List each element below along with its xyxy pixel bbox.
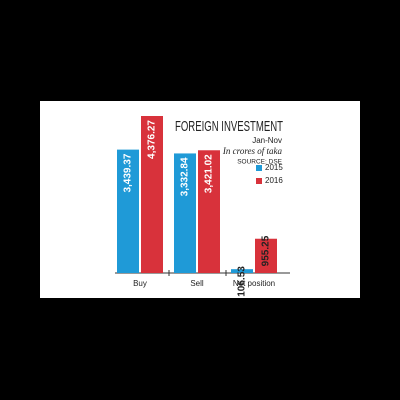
unit-note: In crores of taka bbox=[222, 146, 283, 156]
bar bbox=[117, 149, 139, 273]
bar bbox=[255, 238, 277, 273]
legend-label: 2016 bbox=[265, 176, 283, 185]
value-label: 4,376.27 bbox=[147, 120, 158, 159]
bar bbox=[174, 153, 196, 273]
x-tick-label: Net position bbox=[233, 279, 275, 288]
value-label: 106.53 bbox=[237, 266, 248, 297]
value-label: 3,332.84 bbox=[180, 157, 191, 196]
legend-swatch bbox=[256, 178, 262, 184]
value-label: 3,439.37 bbox=[123, 153, 134, 192]
chart-title: FOREIGN INVESTMENT bbox=[175, 118, 283, 135]
chart-subtitle: Jan-Nov bbox=[252, 136, 282, 145]
source: SOURCE: DSE bbox=[237, 159, 282, 166]
value-label: 3,421.02 bbox=[204, 154, 215, 193]
value-label: 955.25 bbox=[261, 235, 272, 266]
x-tick-label: Buy bbox=[133, 279, 147, 288]
x-tick-label: Sell bbox=[190, 279, 204, 288]
bar bbox=[141, 116, 163, 273]
bar bbox=[231, 269, 253, 273]
legend-swatch bbox=[256, 165, 262, 171]
bar bbox=[198, 150, 220, 273]
legend-label: 2015 bbox=[265, 163, 283, 172]
